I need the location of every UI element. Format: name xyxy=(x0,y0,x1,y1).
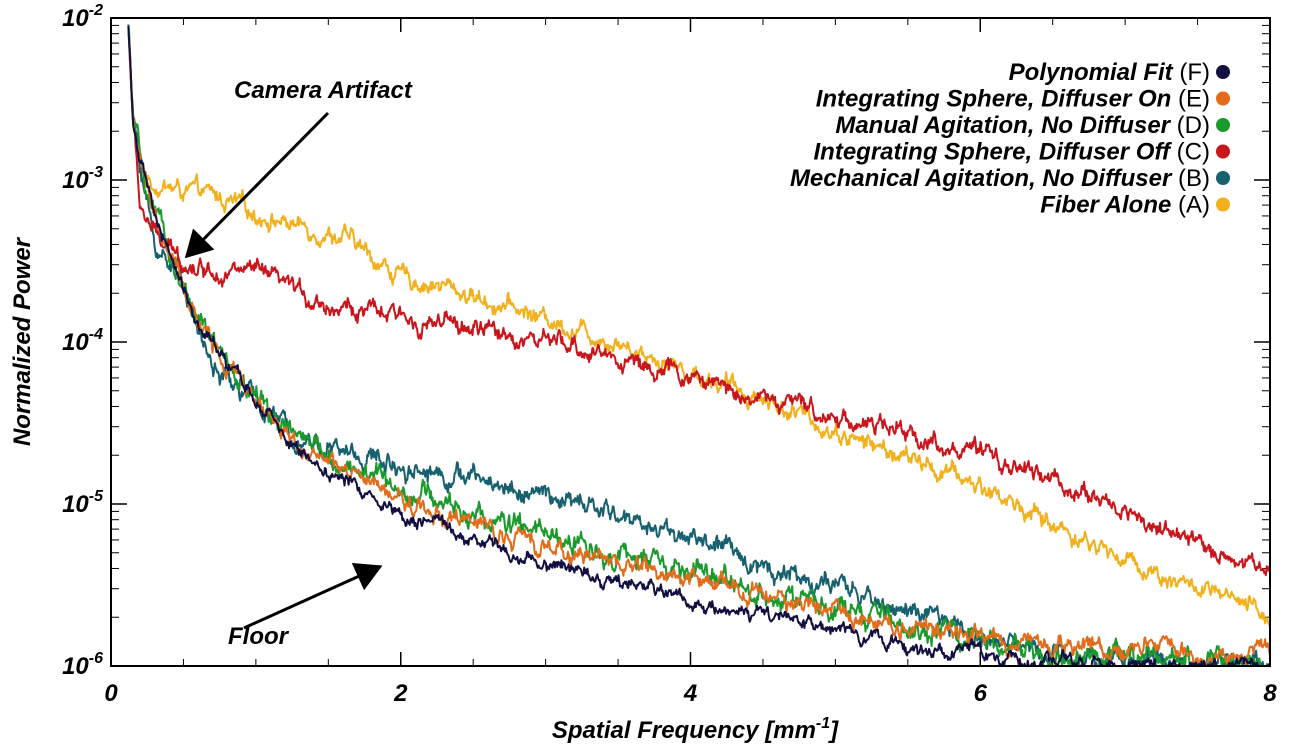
legend-entry: Integrating Sphere, Diffuser On (E) xyxy=(816,86,1230,113)
legend-entry: Integrating Sphere, Diffuser Off (C) xyxy=(814,139,1230,166)
legend-entry: Polynomial Fit (F) xyxy=(1009,59,1230,86)
x-tick-label: 0 xyxy=(104,680,118,707)
y-tick-label: 10-4 xyxy=(62,326,103,356)
annotation-camera-artifact: Camera Artifact xyxy=(184,77,413,259)
annotation-floor-arrow xyxy=(243,562,383,630)
legend-marker xyxy=(1216,118,1230,132)
x-axis-title: Spatial Frequency [mm-1] xyxy=(552,715,839,744)
plot-frame xyxy=(110,17,1271,667)
x-tick-label: 2 xyxy=(393,680,408,707)
y-tick-label: 10-2 xyxy=(62,2,103,32)
annotation-floor: Floor xyxy=(228,562,383,650)
x-axis-title-exponent: -1 xyxy=(816,715,830,732)
legend-label: Integrating Sphere, Diffuser On (E) xyxy=(816,86,1210,113)
legend-marker xyxy=(1216,197,1230,212)
series-line-f xyxy=(127,25,1270,666)
legend-marker xyxy=(1216,144,1230,159)
y-tick-label: 10-3 xyxy=(62,164,103,194)
legend-entry: Mechanical Agitation, No Diffuser (B) xyxy=(790,165,1230,192)
legend-label: Polynomial Fit (F) xyxy=(1009,59,1210,86)
legend-entry: Fiber Alone (A) xyxy=(1040,192,1230,219)
legend-marker xyxy=(1216,171,1230,185)
annotation-camera-artifact-arrow xyxy=(184,111,330,259)
legend-marker xyxy=(1216,65,1230,79)
legend-label: Mechanical Agitation, No Diffuser (B) xyxy=(790,165,1210,192)
x-tick-label: 6 xyxy=(974,680,988,707)
series-line-c xyxy=(127,26,1270,577)
x-tick-label: 4 xyxy=(683,680,697,707)
legend-marker xyxy=(1216,91,1230,106)
legend-label: Integrating Sphere, Diffuser Off (C) xyxy=(814,139,1211,166)
annotation-floor-label: Floor xyxy=(228,623,290,650)
x-tick-label: 8 xyxy=(1263,680,1277,707)
y-tick-label: 10-6 xyxy=(62,650,103,680)
annotation-camera-artifact-label: Camera Artifact xyxy=(234,77,413,104)
legend-label: Manual Agitation, No Diffuser (D) xyxy=(835,112,1210,139)
legend-entry: Manual Agitation, No Diffuser (D) xyxy=(835,112,1230,139)
legend-label: Fiber Alone (A) xyxy=(1040,192,1210,219)
legend: Polynomial Fit (F)Integrating Sphere, Di… xyxy=(790,59,1230,219)
series-line-e xyxy=(127,27,1270,666)
axis-ticks xyxy=(110,17,1271,667)
tick-labels: 0 2 4 6 8 10-6 10-5 10-4 10-3 10-2 xyxy=(62,2,1277,707)
series-lines xyxy=(127,24,1270,666)
y-tick-label: 10-5 xyxy=(62,488,104,518)
y-axis-title: Normalized Power xyxy=(9,236,36,446)
